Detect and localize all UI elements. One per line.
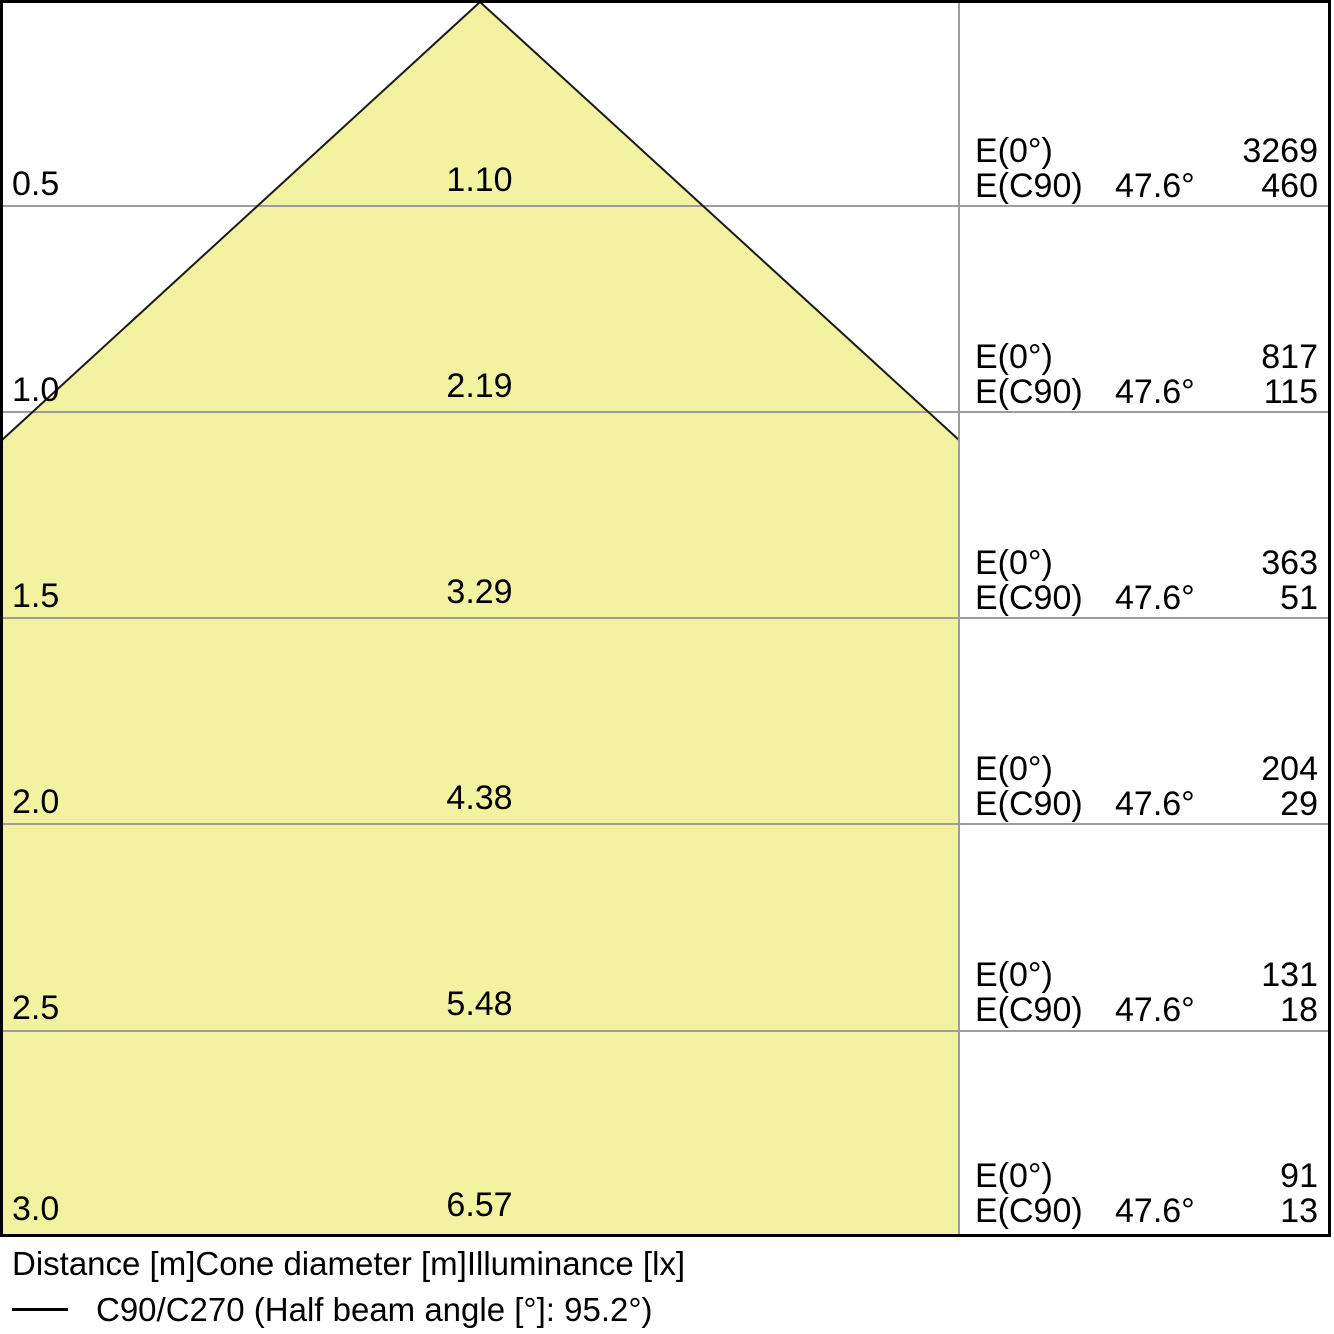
e0-line: E(0°) 3269	[975, 134, 1318, 169]
cone-table-row: 0.5 1.10 E(0°) 3269 E(C90) 47.6° 460	[0, 0, 1331, 206]
cone-table-row: 1.5 3.29 E(0°) 363 E(C90) 47.6° 51	[0, 412, 1331, 618]
axis-caption: Distance [m]Cone diameter [m]Illuminance…	[12, 1245, 686, 1282]
ec90-line: E(C90) 47.6° 29	[975, 787, 1318, 822]
distance-label: 0.5	[12, 165, 60, 203]
e0-label: E(0°)	[975, 338, 1053, 376]
beam-angle-value: 47.6°	[1115, 579, 1195, 617]
e0-value: 131	[1261, 956, 1318, 994]
cone-chart-svg	[0, 0, 1331, 1237]
cone-table-row: 2.0 4.38 E(0°) 204 E(C90) 47.6° 29	[0, 618, 1331, 824]
ec90-value: 51	[1280, 579, 1318, 617]
cone-table-row: 1.0 2.19 E(0°) 817 E(C90) 47.6° 115	[0, 206, 1331, 412]
e0-label: E(0°)	[975, 1157, 1053, 1195]
beam-angle-value: 47.6°	[1115, 373, 1195, 411]
distance-label: 3.0	[12, 1190, 60, 1228]
illuminance-block: E(0°) 3269 E(C90) 47.6° 460	[975, 134, 1318, 204]
e0-value: 363	[1261, 544, 1318, 582]
beam-angle-value: 47.6°	[1115, 1192, 1195, 1230]
cone-diameter-label: 1.10	[446, 161, 513, 199]
cone-diameter-label: 6.57	[446, 1186, 513, 1224]
e0-label: E(0°)	[975, 544, 1053, 582]
ec90-value: 13	[1280, 1192, 1318, 1230]
e0-line: E(0°) 91	[975, 1159, 1318, 1194]
ec90-value: 29	[1280, 785, 1318, 823]
legend-line-swatch	[12, 1307, 68, 1311]
e0-label: E(0°)	[975, 132, 1053, 170]
cone-edge-right	[479, 1, 960, 441]
e0-label: E(0°)	[975, 750, 1053, 788]
distance-label: 1.5	[12, 577, 60, 615]
legend: C90/C270 (Half beam angle [°]: 95.2°)	[12, 1290, 653, 1330]
e0-label: E(0°)	[975, 956, 1053, 994]
e0-value: 3269	[1242, 132, 1318, 170]
cone-table-row: 2.5 5.48 E(0°) 131 E(C90) 47.6° 18	[0, 824, 1331, 1030]
ec90-line: E(C90) 47.6° 115	[975, 375, 1318, 410]
cone-table-row: 3.0 6.57 E(0°) 91 E(C90) 47.6° 13	[0, 1031, 1331, 1237]
ec90-line: E(C90) 47.6° 51	[975, 581, 1318, 616]
e0-line: E(0°) 363	[975, 546, 1318, 581]
e0-line: E(0°) 204	[975, 752, 1318, 787]
illuminance-block: E(0°) 817 E(C90) 47.6° 115	[975, 340, 1318, 410]
illuminance-block: E(0°) 131 E(C90) 47.6° 18	[975, 958, 1318, 1028]
distance-label: 2.0	[12, 783, 60, 821]
e0-value: 817	[1261, 338, 1318, 376]
distance-label: 2.5	[12, 989, 60, 1027]
cone-edge-left	[1, 1, 481, 441]
ec90-label: E(C90)	[975, 579, 1083, 617]
ec90-label: E(C90)	[975, 1192, 1083, 1230]
ec90-value: 115	[1263, 373, 1318, 411]
ec90-line: E(C90) 47.6° 18	[975, 993, 1318, 1028]
beam-angle-value: 47.6°	[1115, 167, 1195, 205]
e0-value: 204	[1261, 750, 1318, 788]
illuminance-block: E(0°) 204 E(C90) 47.6° 29	[975, 752, 1318, 822]
ec90-label: E(C90)	[975, 991, 1083, 1029]
ec90-line: E(C90) 47.6° 13	[975, 1194, 1318, 1229]
ec90-line: E(C90) 47.6° 460	[975, 169, 1318, 204]
ec90-value: 18	[1280, 991, 1318, 1029]
cone-diameter-label: 2.19	[446, 367, 513, 405]
cone-diameter-label: 4.38	[446, 779, 513, 817]
ec90-value: 460	[1261, 167, 1318, 205]
ec90-label: E(C90)	[975, 167, 1083, 205]
ec90-label: E(C90)	[975, 785, 1083, 823]
beam-angle-value: 47.6°	[1115, 785, 1195, 823]
cone-diameter-label: 5.48	[446, 985, 513, 1023]
e0-line: E(0°) 131	[975, 958, 1318, 993]
e0-line: E(0°) 817	[975, 340, 1318, 375]
ec90-label: E(C90)	[975, 373, 1083, 411]
illuminance-block: E(0°) 363 E(C90) 47.6° 51	[975, 546, 1318, 616]
distance-label: 1.0	[12, 371, 60, 409]
beam-angle-value: 47.6°	[1115, 991, 1195, 1029]
illuminance-block: E(0°) 91 E(C90) 47.6° 13	[975, 1159, 1318, 1229]
diagram-border	[0, 0, 1331, 1237]
light-cone-diagram: 0.5 1.10 E(0°) 3269 E(C90) 47.6° 460 1.0…	[0, 0, 1331, 1237]
e0-value: 91	[1280, 1157, 1318, 1195]
legend-label: C90/C270 (Half beam angle [°]: 95.2°)	[96, 1291, 653, 1328]
cone-diameter-label: 3.29	[446, 573, 513, 611]
